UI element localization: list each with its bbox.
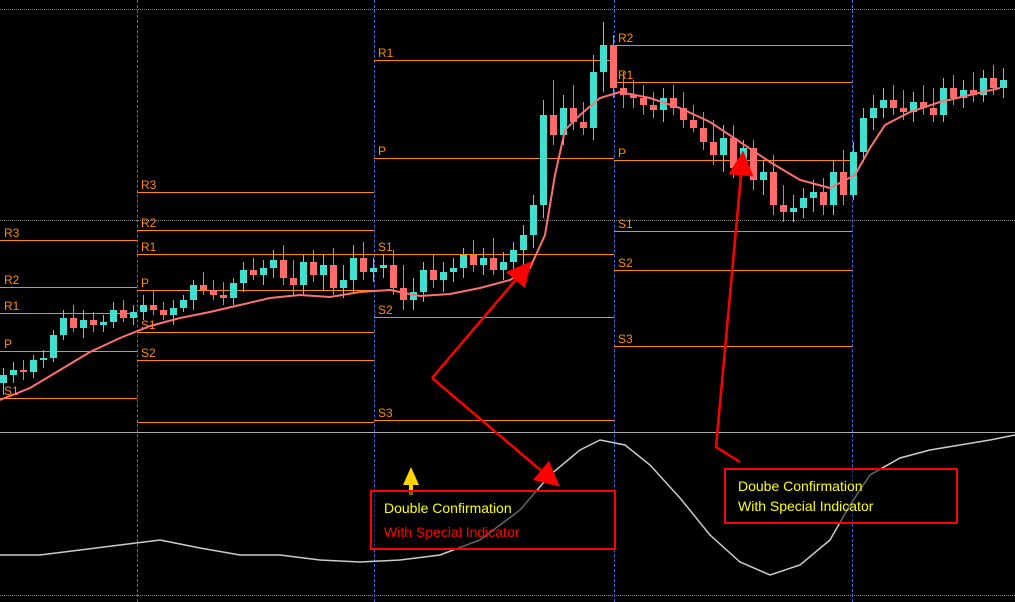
pivot-line xyxy=(137,230,374,231)
pivot-line xyxy=(137,332,374,333)
pivot-line xyxy=(614,82,852,83)
pivot-label: S2 xyxy=(378,303,393,317)
pivot-label: S3 xyxy=(378,406,393,420)
pivot-line xyxy=(137,192,374,193)
pivot-line xyxy=(374,254,614,255)
pivot-label: R2 xyxy=(618,31,633,45)
panel-separator xyxy=(0,432,1015,433)
pivot-label: R3 xyxy=(141,178,156,192)
pivot-line xyxy=(614,231,852,232)
pivot-label: S1 xyxy=(618,217,633,231)
pivot-label: S2 xyxy=(141,346,156,360)
pivot-label: S1 xyxy=(141,318,156,332)
pivot-label: S3 xyxy=(618,332,633,346)
pivot-line xyxy=(137,290,374,291)
callout-text: Double Confirmation xyxy=(384,500,602,516)
pivot-label: R2 xyxy=(4,273,19,287)
pivot-line xyxy=(614,270,852,271)
pivot-label: P xyxy=(378,144,386,158)
pivot-label: R1 xyxy=(618,68,633,82)
pivot-label: P xyxy=(618,146,626,160)
dotted-line xyxy=(0,9,1015,11)
pivot-line xyxy=(374,317,614,318)
pivot-line xyxy=(137,360,374,361)
dotted-line xyxy=(0,595,1015,597)
pivot-line xyxy=(0,240,137,241)
pivot-label: R1 xyxy=(141,240,156,254)
session-divider xyxy=(137,0,139,602)
pivot-line xyxy=(614,346,852,347)
pivot-label: P xyxy=(141,276,149,290)
pivot-line xyxy=(614,45,852,46)
annotation-callout: Double Confirmation With Special Indicat… xyxy=(370,490,616,550)
pivot-line xyxy=(374,420,614,421)
pivot-label: P xyxy=(4,337,12,351)
arrow xyxy=(716,153,743,462)
pivot-label: R2 xyxy=(141,216,156,230)
pivot-line xyxy=(374,158,614,159)
pivot-line xyxy=(137,254,374,255)
annotation-callout: Doube Confirmation With Special Indicato… xyxy=(724,468,958,524)
callout-text: Doube Confirmation xyxy=(738,478,944,494)
pivot-line xyxy=(137,422,374,423)
callout-text: With Special Indicator xyxy=(384,524,602,540)
pivot-label: S1 xyxy=(4,384,19,398)
pivot-line xyxy=(0,398,137,399)
callout-text: With Special Indicator xyxy=(738,498,944,514)
pivot-line xyxy=(0,351,137,352)
trading-chart: R3R2R1PS1R3R2R1PS1S2R2R1PS1S2S3R2R1PS1S2… xyxy=(0,0,1015,602)
pivot-label: R1 xyxy=(378,46,393,60)
pivot-label: S1 xyxy=(378,240,393,254)
arrow xyxy=(432,263,530,378)
pivot-label: R3 xyxy=(4,226,19,240)
pivot-label: S2 xyxy=(618,256,633,270)
pivot-line xyxy=(374,60,614,61)
pivot-label: R1 xyxy=(4,299,19,313)
pivot-line xyxy=(0,287,137,288)
